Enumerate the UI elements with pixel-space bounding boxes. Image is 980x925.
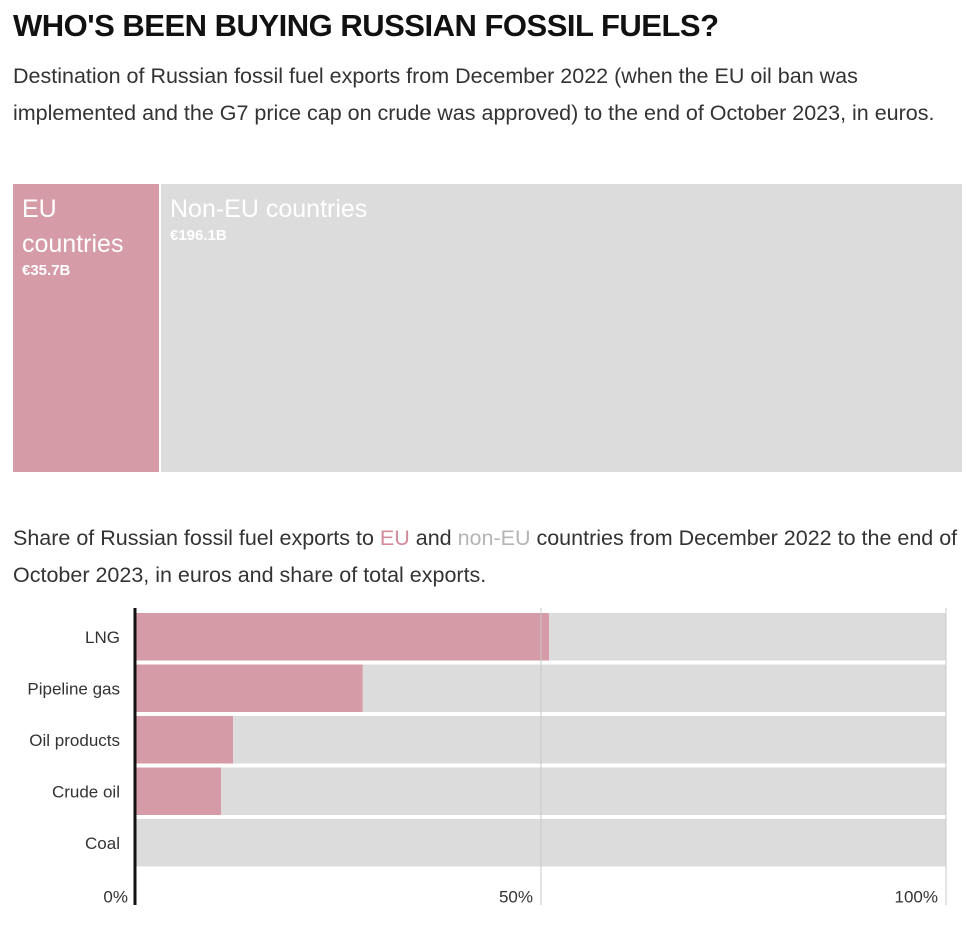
bar-non-eu-crude-oil: [221, 767, 947, 815]
treemap-eu-label: EU countries €35.7B: [22, 192, 152, 280]
treemap-non-eu-value: €196.1B: [170, 227, 227, 244]
bar-eu-lng: [136, 613, 550, 661]
category-label: Oil products: [29, 731, 120, 750]
chart-subtitle: Destination of Russian fossil fuel expor…: [13, 64, 935, 125]
subtitle2-eu-word: EU: [379, 526, 410, 550]
chart-title: WHO'S BEEN BUYING RUSSIAN FOSSIL FUELS?: [13, 8, 719, 43]
bar-eu-pipeline-gas: [136, 664, 363, 712]
bar-non-eu-lng: [549, 613, 946, 661]
x-tick-label: 50%: [499, 888, 533, 906]
treemap-eu-name: EU countries: [22, 195, 124, 258]
category-label: Pipeline gas: [27, 679, 120, 698]
subtitle2-non-eu-word: non-EU: [457, 526, 531, 550]
category-label: Coal: [85, 834, 120, 853]
treemap-non-eu-label: Non-EU countries €196.1B: [170, 192, 770, 245]
subtitle2-middle: and: [409, 526, 458, 550]
category-label: LNG: [85, 628, 120, 647]
x-tick-label: 0%: [103, 888, 128, 906]
subtitle2-after: countries from December 2022 to the end …: [13, 526, 958, 587]
treemap: EU countries €35.7B Non-EU countries €19…: [13, 184, 962, 472]
bar-chart-subtitle: Share of Russian fossil fuel exports to …: [13, 520, 963, 594]
bar-eu-crude-oil: [136, 767, 222, 815]
subtitle2-before: Share of Russian fossil fuel exports to: [13, 526, 380, 550]
category-label: Crude oil: [52, 782, 120, 801]
bar-eu-oil-products: [136, 716, 234, 764]
bar-non-eu-pipeline-gas: [362, 664, 946, 712]
stacked-bar-chart: LNG Pipeline gas Oil products Crude oil Coal…: [27, 608, 947, 906]
x-tick-label: 100%: [895, 888, 938, 906]
treemap-eu-cell: EU countries €35.7B: [13, 184, 159, 472]
treemap-non-eu-name: Non-EU countries: [170, 195, 368, 223]
treemap-non-eu-cell: Non-EU countries €196.1B: [161, 184, 962, 472]
treemap-eu-value: €35.7B: [22, 262, 71, 279]
bar-non-eu-oil-products: [233, 716, 946, 764]
